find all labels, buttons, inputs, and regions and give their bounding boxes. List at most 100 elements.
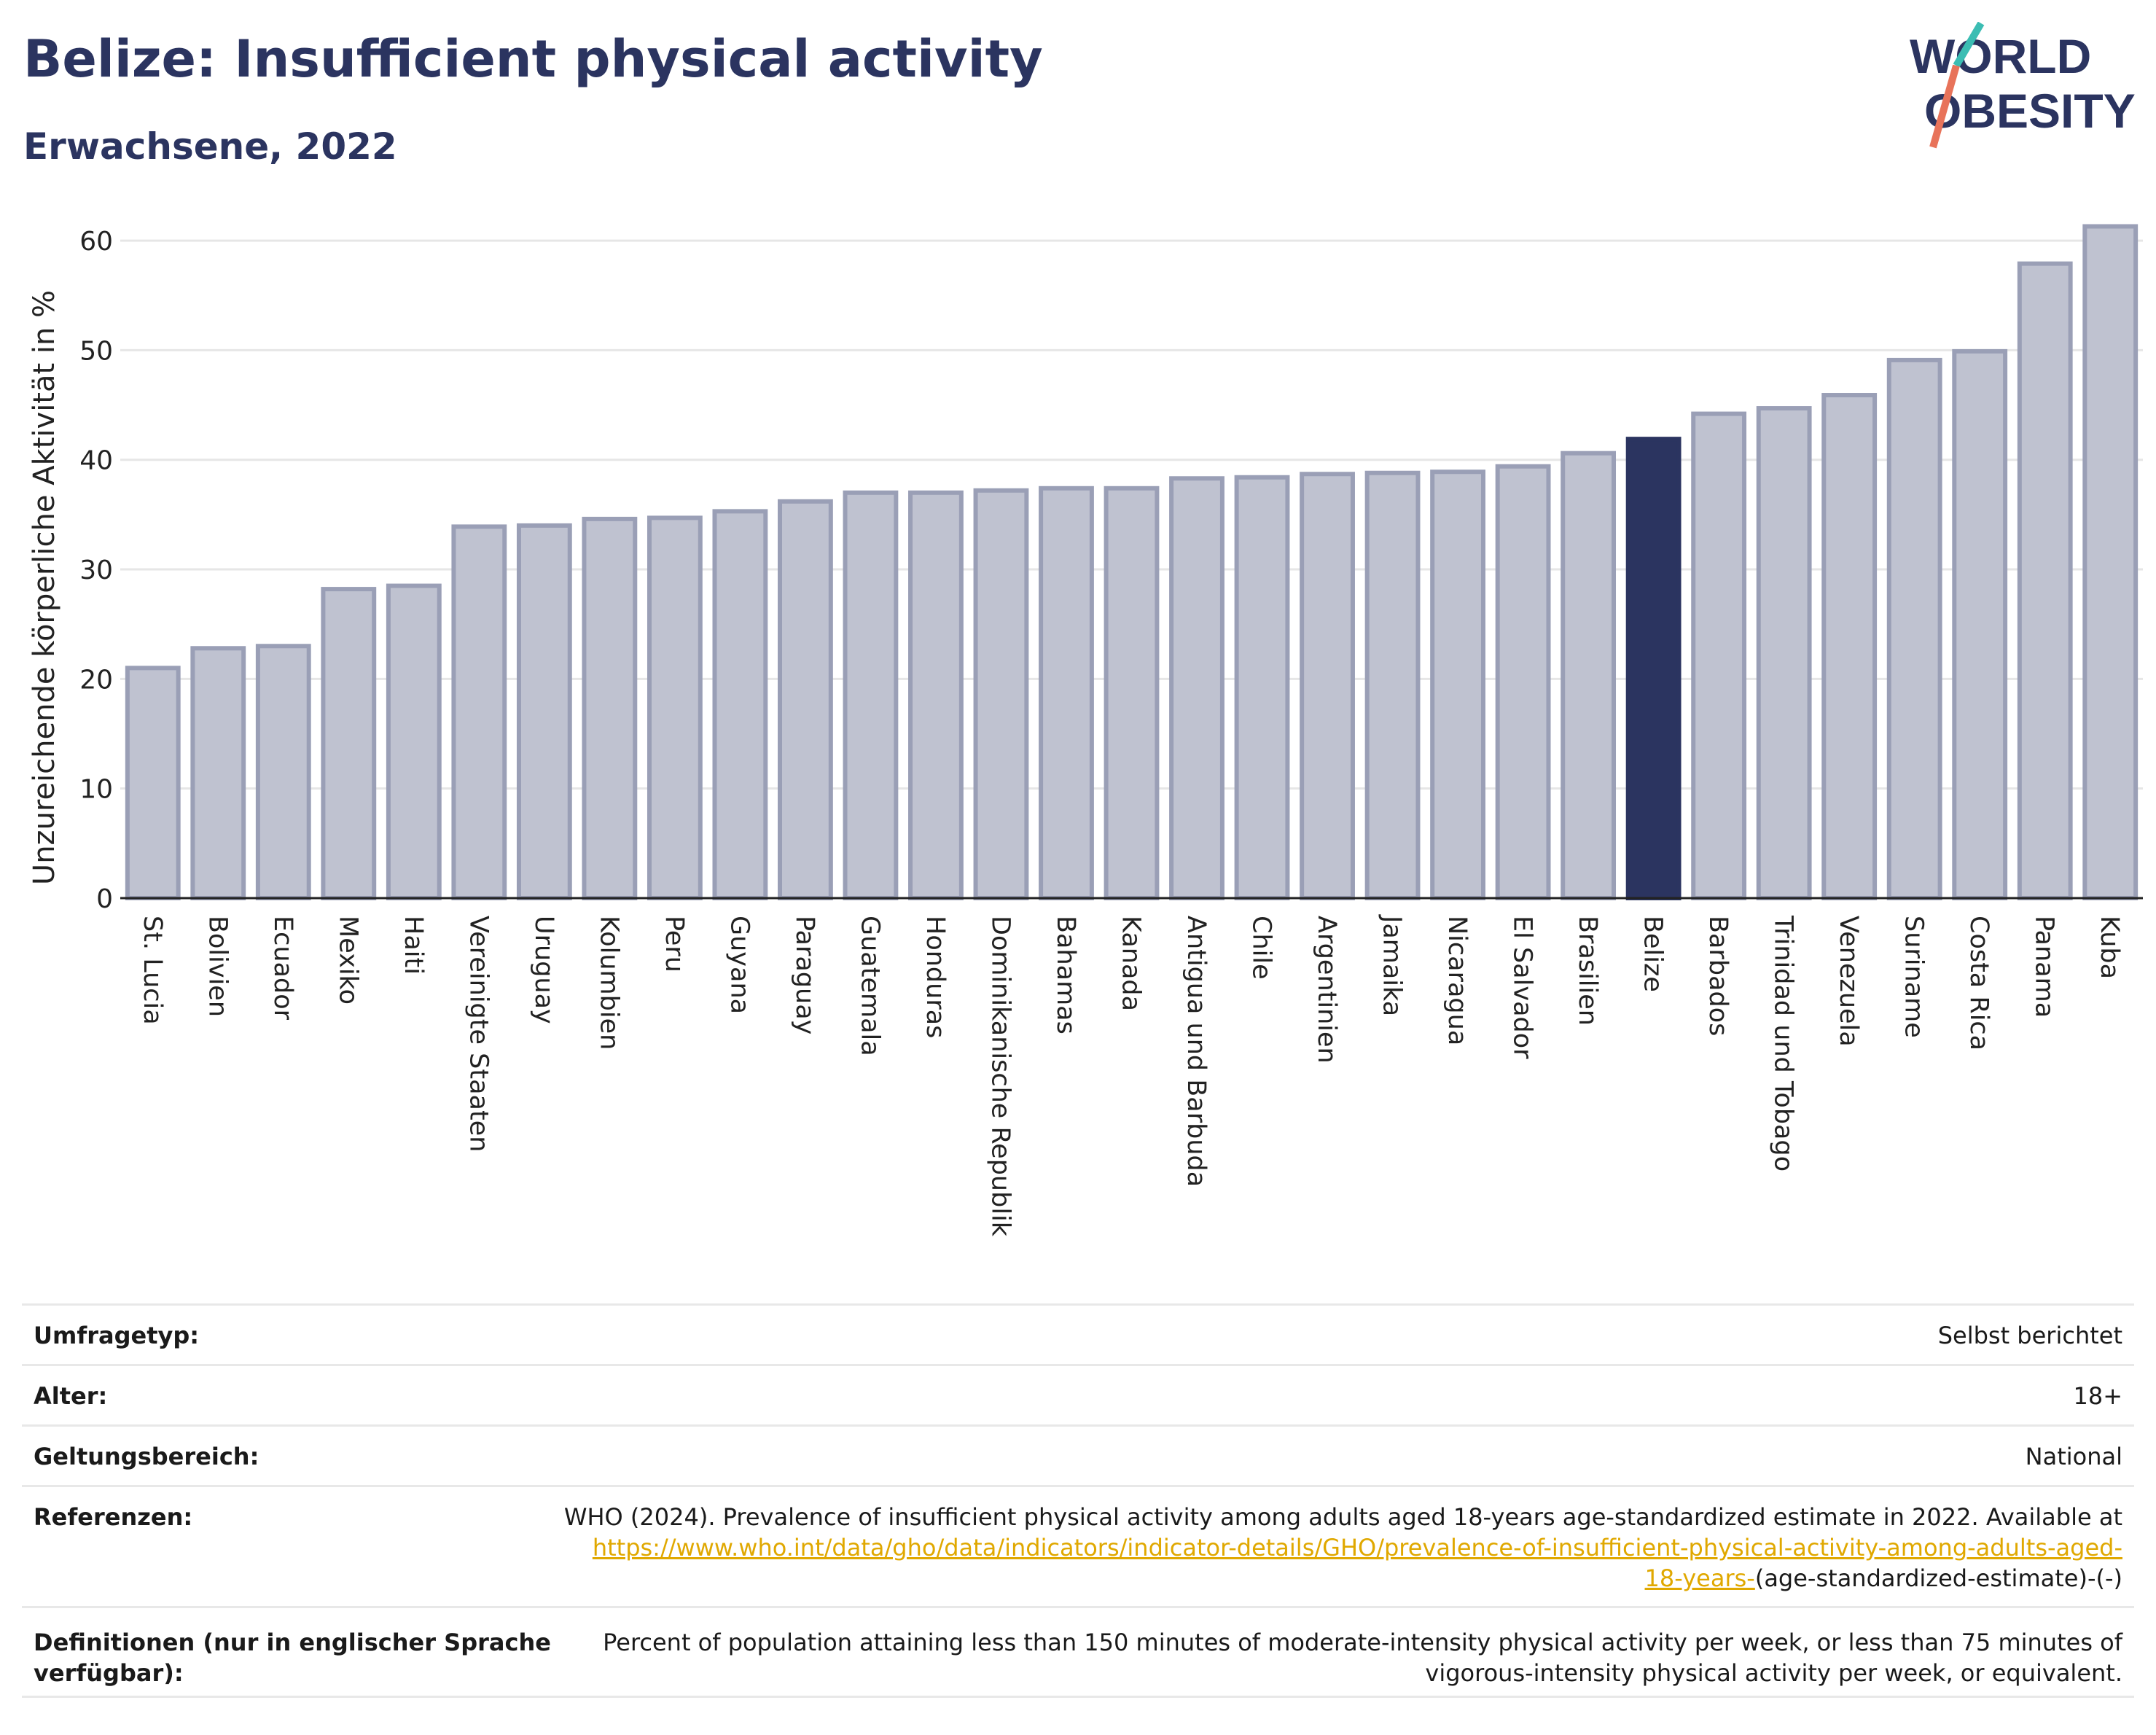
- x-tick-label: Haiti: [399, 916, 428, 975]
- x-tick-label: Uruguay: [529, 916, 558, 1024]
- x-tick-label: Trinidad und Tobago: [1769, 915, 1798, 1171]
- world-obesity-logo: WORLD OBESITY: [1910, 22, 2136, 149]
- x-tick-label: Bahamas: [1051, 916, 1080, 1034]
- y-axis-label: Unzureichende körperliche Aktivität in %: [28, 290, 61, 885]
- bar-paraguay: [778, 499, 833, 900]
- bar-trinidad-und-tobago: [1756, 406, 1812, 900]
- bar-brasilien: [1561, 451, 1617, 900]
- bar-vereinigte-staaten: [451, 524, 507, 900]
- bar-suriname: [1886, 357, 1942, 900]
- definitions-label-line-1: Definitionen (nur in englischer Sprache: [34, 1629, 551, 1656]
- bar-venezuela: [1821, 393, 1878, 900]
- bar-peru: [647, 515, 703, 900]
- y-tick-label: 50: [79, 336, 113, 366]
- scope-value: National: [2025, 1443, 2122, 1470]
- x-tick-label: Suriname: [1899, 916, 1929, 1038]
- reference-text: WHO (2024). Prevalence of insufficient p…: [563, 1503, 2122, 1531]
- metadata-table: Umfragetyp: Selbst berichtet Alter: 18+ …: [22, 1303, 2134, 1698]
- bar-kuba: [2082, 224, 2139, 900]
- bars: [125, 224, 2139, 900]
- references-value: WHO (2024). Prevalence of insufficient p…: [558, 1502, 2134, 1594]
- x-tick-label: Mexiko: [333, 916, 362, 1005]
- meta-row-scope: Geltungsbereich: National: [22, 1424, 2134, 1485]
- y-tick-labels: 0 10 20 30 40 50 60: [79, 227, 113, 914]
- bar-haiti: [386, 583, 442, 900]
- x-tick-label: Barbados: [1703, 916, 1733, 1036]
- bar-st.-lucia: [125, 666, 181, 900]
- bar-dominikanische-republik: [973, 488, 1029, 900]
- x-tick-label: Venezuela: [1834, 916, 1863, 1047]
- x-tick-label: Vereinigte Staaten: [464, 916, 493, 1152]
- x-tick-label: Antigua und Barbuda: [1181, 916, 1211, 1187]
- definitions-label: Definitionen (nur in englischer Sprache …: [22, 1627, 558, 1688]
- x-tick-label: Guyana: [724, 916, 754, 1014]
- bar-argentinien: [1300, 472, 1355, 900]
- chart-title: Belize: Insufficient physical activity: [23, 29, 1043, 89]
- meta-row-age: Alter: 18+: [22, 1364, 2134, 1424]
- y-tick-label: 30: [79, 555, 113, 585]
- bar-kanada: [1104, 486, 1160, 900]
- age-value: 18+: [2073, 1382, 2122, 1410]
- x-tick-label: Paraguay: [790, 916, 819, 1034]
- references-label: Referenzen:: [34, 1503, 193, 1531]
- bar-guyana: [712, 509, 768, 900]
- bar-ecuador: [255, 644, 311, 900]
- logo-slash-orange: [1929, 64, 1960, 149]
- definitions-label-line-2: verfügbar):: [34, 1659, 184, 1687]
- x-tick-label: Kuba: [2095, 916, 2124, 979]
- bar-kolumbien: [582, 516, 638, 900]
- y-tick-label: 40: [79, 446, 113, 476]
- survey-value: Selbst berichtet: [1937, 1322, 2122, 1349]
- y-tick-label: 20: [79, 665, 113, 695]
- definitions-text-line-2: vigorous-intensity physical activity per…: [1425, 1659, 2122, 1687]
- bar-barbados: [1691, 411, 1747, 900]
- reference-link-continued[interactable]: 18-years-: [1644, 1564, 1755, 1592]
- x-tick-label: Belize: [1639, 916, 1668, 992]
- x-tick-label: Peru: [660, 916, 689, 972]
- x-tick-label: Kolumbien: [594, 916, 623, 1050]
- logo-word-1: WORLD: [1910, 29, 2091, 83]
- x-tick-label: St. Lucia: [138, 916, 167, 1025]
- bar-honduras: [908, 490, 964, 900]
- definitions-text-line-1: Percent of population attaining less tha…: [603, 1629, 2122, 1656]
- bar-panama: [2017, 261, 2073, 900]
- bar-costa-rica: [1952, 348, 2008, 900]
- x-tick-label: Bolivien: [203, 916, 232, 1017]
- x-tick-label: Nicaragua: [1442, 916, 1472, 1045]
- bar-nicaragua: [1430, 469, 1485, 900]
- x-tick-label: Brasilien: [1573, 916, 1602, 1026]
- x-tick-label: Panama: [2030, 916, 2059, 1018]
- bar-uruguay: [516, 523, 572, 900]
- chart-subtitle: Erwachsene, 2022: [23, 125, 397, 168]
- y-tick-label: 60: [79, 227, 113, 257]
- meta-row-definitions: Definitionen (nur in englischer Sprache …: [22, 1606, 2134, 1698]
- x-tick-label: Honduras: [921, 916, 950, 1038]
- bar-bahamas: [1039, 486, 1094, 900]
- survey-label: Umfragetyp:: [34, 1322, 200, 1349]
- bar-guatemala: [843, 490, 899, 900]
- x-tick-label: El Salvador: [1508, 916, 1537, 1059]
- x-tick-label: Jamaika: [1378, 914, 1407, 1016]
- bar-chile: [1234, 475, 1290, 900]
- x-tick-label: Argentinien: [1312, 916, 1341, 1064]
- bar-antigua-und-barbuda: [1169, 476, 1225, 900]
- y-tick-label: 10: [79, 775, 113, 805]
- x-tick-label: Costa Rica: [1964, 916, 1993, 1050]
- x-tick-labels: St. Lucia Bolivien Ecuador Mexiko Haiti Verei…: [138, 914, 2124, 1237]
- bar-mexiko: [321, 587, 377, 900]
- meta-row-survey: Umfragetyp: Selbst berichtet: [22, 1303, 2134, 1364]
- bar-bolivien: [190, 646, 246, 900]
- scope-label: Geltungsbereich:: [34, 1443, 259, 1470]
- x-tick-label: Dominikanische Republik: [985, 916, 1015, 1237]
- x-tick-label: Kanada: [1117, 916, 1146, 1011]
- x-tick-label: Guatemala: [855, 916, 884, 1056]
- reference-tail: (age-standardized-estimate)-(-): [1754, 1564, 2122, 1592]
- bar-el-salvador: [1495, 464, 1551, 900]
- bar-chart: 0 10 20 30 40 50 60 St. Lucia Bolivien Ecuador Me…: [28, 224, 2143, 1237]
- definitions-value: Percent of population attaining less tha…: [558, 1627, 2134, 1688]
- reference-link[interactable]: https://www.who.int/data/gho/data/indica…: [592, 1534, 2122, 1562]
- age-label: Alter:: [34, 1382, 108, 1410]
- meta-row-references: Referenzen: WHO (2024). Prevalence of in…: [22, 1485, 2134, 1606]
- x-tick-label: Ecuador: [268, 916, 297, 1021]
- logo-word-2: OBESITY: [1924, 84, 2136, 138]
